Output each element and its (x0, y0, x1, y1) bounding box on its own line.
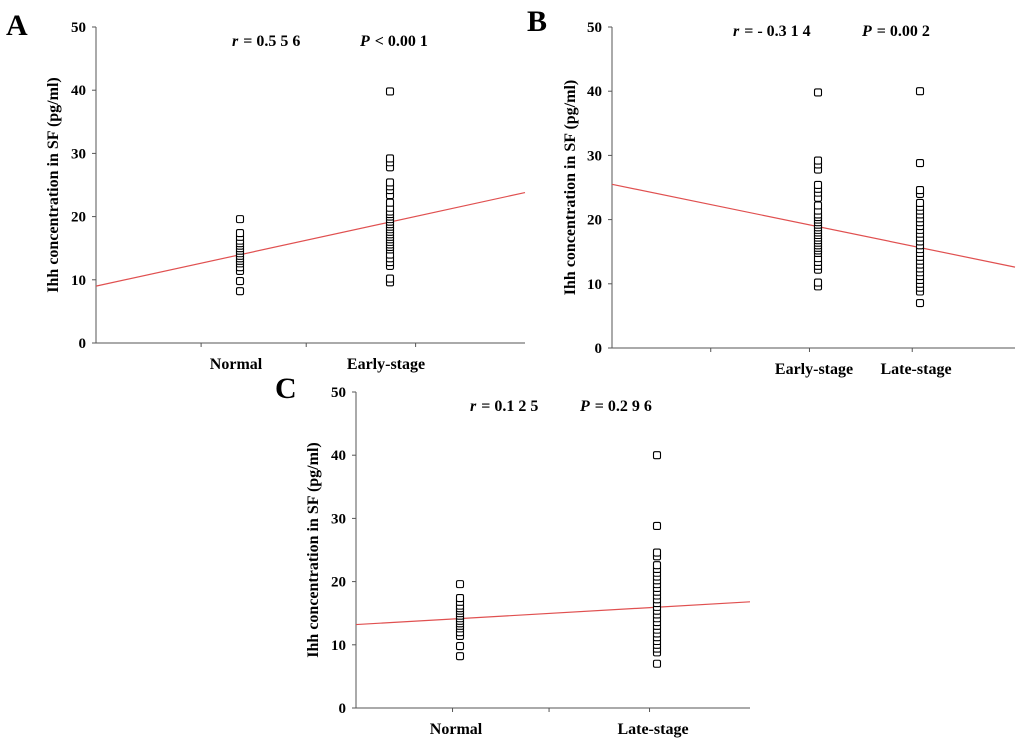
r-value: = 0.1 2 5 (481, 398, 538, 415)
p-statistic: P < 0.00 1 (359, 33, 428, 50)
y-axis-label: Ihh concentration in SF (pg/ml) (45, 77, 62, 292)
r-statistic: r = 0.5 5 6 (232, 33, 300, 50)
x-category-label: Early-stage (775, 361, 853, 378)
data-point (915, 159, 925, 168)
x-category-label: Late-stage (880, 361, 951, 378)
data-point (915, 198, 925, 207)
y-tick-label: 50 (331, 385, 346, 401)
panel-letter: A (6, 9, 28, 42)
data-point (652, 451, 662, 460)
y-tick-label: 20 (331, 575, 346, 591)
y-tick-label: 0 (339, 701, 347, 717)
data-point (813, 278, 823, 287)
panel-letter: B (527, 5, 547, 38)
r-statistic: r = - 0.3 1 4 (733, 23, 811, 40)
p-statistic: P = 0.2 9 6 (579, 398, 652, 415)
y-axis-label: Ihh concentration in SF (pg/ml) (562, 80, 579, 295)
y-tick-label: 40 (331, 448, 346, 464)
data-point (915, 87, 925, 96)
r-label: r (733, 23, 740, 40)
data-point (813, 201, 823, 210)
panel-c: C 0 10 20 30 40 50 Normal Late-stage Ihh concentr… (275, 372, 751, 738)
y-tick-label: 30 (331, 511, 346, 527)
panel-b: B 0 10 20 30 40 50 Early-stage Late-stage Ihh con… (527, 5, 1016, 378)
data-point (652, 548, 662, 557)
p-statistic: P = 0.00 2 (861, 23, 930, 40)
regression-line (355, 601, 751, 626)
data-point (385, 274, 395, 283)
data-point (235, 287, 245, 296)
x-category-label: Late-stage (617, 721, 688, 738)
r-statistic: r = 0.1 2 5 (470, 398, 538, 415)
p-value: < 0.00 1 (375, 33, 428, 50)
p-value: = 0.00 2 (877, 23, 930, 40)
data-point (652, 659, 662, 668)
data-point (652, 561, 662, 570)
p-label: P (359, 33, 370, 50)
data-point (455, 580, 465, 589)
regression-line (611, 183, 1016, 268)
data-point (235, 228, 245, 238)
y-tick-label: 30 (587, 148, 602, 164)
data-point (813, 88, 823, 97)
y-tick-label: 10 (587, 277, 602, 293)
data-point (385, 87, 395, 96)
y-tick-label: 10 (71, 273, 86, 289)
x-category-label: Normal (430, 721, 483, 738)
data-point (813, 180, 823, 189)
p-value: = 0.2 9 6 (595, 398, 652, 415)
y-tick-label: 20 (71, 210, 86, 226)
y-tick-label: 50 (71, 20, 86, 36)
data-point (385, 178, 395, 187)
data-point (455, 652, 465, 661)
data-point (235, 215, 245, 224)
data-point (385, 154, 395, 163)
r-label: r (232, 33, 239, 50)
y-tick-label: 10 (331, 638, 346, 654)
data-point (813, 156, 823, 165)
y-tick-label: 20 (587, 213, 602, 229)
x-category-label: Early-stage (347, 356, 425, 373)
y-axis-label: Ihh concentration in SF (pg/ml) (305, 442, 322, 657)
y-tick-label: 0 (79, 336, 87, 352)
y-tick-label: 50 (587, 20, 602, 36)
data-point (652, 521, 662, 531)
y-tick-label: 40 (71, 83, 86, 99)
data-point (455, 642, 465, 651)
data-point (455, 593, 465, 603)
data-point (915, 299, 925, 308)
data-point (385, 198, 395, 207)
p-label: P (579, 398, 590, 415)
y-tick-label: 30 (71, 146, 86, 162)
regression-line (95, 191, 526, 287)
p-label: P (861, 23, 872, 40)
x-category-label: Normal (210, 356, 263, 373)
data-point (915, 186, 925, 195)
y-tick-label: 40 (587, 84, 602, 100)
data-point (235, 277, 245, 286)
r-label: r (470, 398, 477, 415)
y-tick-label: 0 (595, 341, 603, 357)
r-value: = - 0.3 1 4 (744, 23, 810, 40)
panel-letter: C (275, 372, 297, 405)
r-value: = 0.5 5 6 (243, 33, 300, 50)
panel-a: A 0 10 20 30 40 50 Normal Early-stage Ihh concent… (6, 9, 526, 373)
